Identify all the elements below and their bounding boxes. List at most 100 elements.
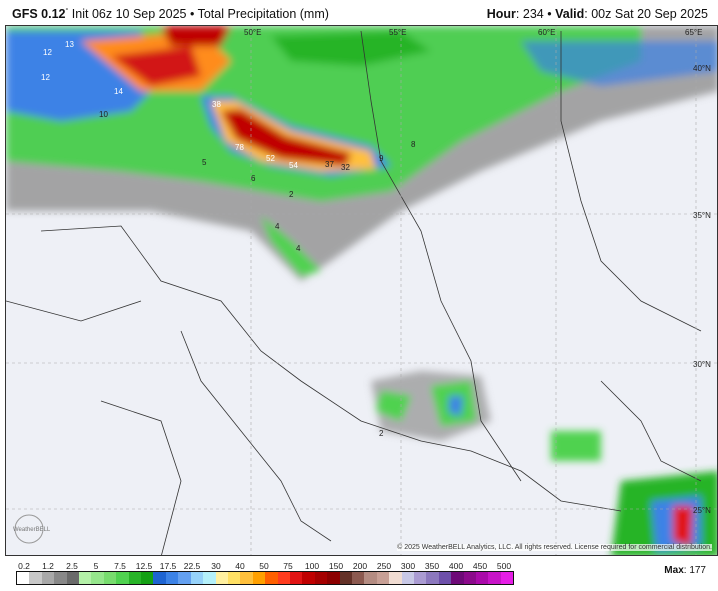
lat-label: 30°N bbox=[693, 360, 711, 369]
value-label: 10 bbox=[99, 110, 108, 119]
legend-swatch bbox=[203, 572, 216, 584]
value-label: 6 bbox=[251, 174, 256, 183]
legend-tick: 200 bbox=[352, 561, 368, 571]
legend-swatch bbox=[302, 572, 315, 584]
hour-value: 234 bbox=[522, 7, 544, 21]
value-label: 54 bbox=[289, 161, 298, 170]
value-label: 4 bbox=[275, 222, 280, 231]
max-label: Max bbox=[664, 565, 684, 576]
lat-label: 25°N bbox=[693, 506, 711, 515]
legend-swatch bbox=[165, 572, 179, 584]
legend-tick: 500 bbox=[496, 561, 512, 571]
legend-swatch bbox=[215, 572, 228, 584]
lon-label: 65°E bbox=[685, 28, 702, 37]
value-labels: 12 13 12 14 10 38 78 52 54 37 32 9 8 5 6… bbox=[41, 40, 416, 438]
legend-tick: 100 bbox=[304, 561, 320, 571]
map-title: GFS 0.12° Init 06z 10 Sep 2025 • Total P… bbox=[12, 7, 329, 21]
product-name: Total Precipitation (mm) bbox=[197, 7, 329, 21]
valid-info: Hour: 234 • Valid: 00z Sat 20 Sep 2025 bbox=[486, 7, 708, 21]
legend-swatch bbox=[240, 572, 253, 584]
degree-mark: ° bbox=[65, 7, 69, 15]
legend-tick: 22.5 bbox=[183, 561, 201, 571]
lon-label: 55°E bbox=[389, 28, 406, 37]
lat-label: 35°N bbox=[693, 211, 711, 220]
legend-swatch bbox=[66, 572, 80, 584]
lon-label: 50°E bbox=[244, 28, 261, 37]
color-legend bbox=[16, 571, 514, 585]
lat-label: 40°N bbox=[693, 64, 711, 73]
legend-tick: 350 bbox=[424, 561, 440, 571]
value-label: 4 bbox=[296, 244, 301, 253]
legend-swatch bbox=[500, 572, 514, 584]
legend-ticks: 0.2 1.2 2.5 5 7.5 12.5 17.5 22.5 30 40 50 75 100 150 2… bbox=[16, 561, 512, 571]
value-label: 8 bbox=[411, 140, 416, 149]
svg-text:WeatherBELL: WeatherBELL bbox=[13, 527, 51, 533]
borders bbox=[6, 30, 702, 555]
hour-label: Hour bbox=[486, 7, 516, 21]
value-label: 12 bbox=[41, 73, 50, 82]
max-value: Max: 177 bbox=[664, 565, 706, 576]
value-label: 9 bbox=[379, 154, 384, 163]
legend-swatch bbox=[488, 572, 501, 584]
legend-swatch bbox=[426, 572, 439, 584]
legend-swatch bbox=[79, 572, 92, 584]
legend-tick: 2.5 bbox=[66, 561, 78, 571]
legend-swatch bbox=[314, 572, 328, 584]
separator: • bbox=[547, 7, 552, 21]
value-label: 37 bbox=[325, 160, 334, 169]
precip-field bbox=[6, 26, 717, 555]
legend-swatch bbox=[116, 572, 129, 584]
grid-labels: 50°E 55°E 60°E 65°E 40°N 35°N 30°N 25°N bbox=[244, 28, 711, 515]
legend-swatch bbox=[190, 572, 204, 584]
valid-label: Valid bbox=[555, 7, 585, 21]
legend-swatch bbox=[327, 572, 340, 584]
legend-swatch bbox=[376, 572, 390, 584]
precipitation-map[interactable]: 50°E 55°E 60°E 65°E 40°N 35°N 30°N 25°N … bbox=[5, 25, 718, 556]
model-name: GFS 0.12 bbox=[12, 7, 66, 21]
value-label: 2 bbox=[289, 190, 294, 199]
legend-swatch bbox=[451, 572, 464, 584]
map-canvas: 50°E 55°E 60°E 65°E 40°N 35°N 30°N 25°N … bbox=[6, 26, 717, 555]
lon-label: 60°E bbox=[538, 28, 555, 37]
legend-tick: 40 bbox=[235, 561, 245, 571]
legend-swatch bbox=[351, 572, 365, 584]
legend-swatch bbox=[153, 572, 166, 584]
legend-swatch bbox=[476, 572, 489, 584]
legend-swatch bbox=[438, 572, 452, 584]
value-label: 78 bbox=[235, 143, 244, 152]
legend-tick: 5 bbox=[93, 561, 99, 571]
value-label: 13 bbox=[65, 40, 74, 49]
value-label: 14 bbox=[114, 87, 123, 96]
legend-swatch bbox=[289, 572, 303, 584]
value-label: 32 bbox=[341, 163, 350, 172]
value-label: 38 bbox=[212, 100, 221, 109]
legend-swatch bbox=[128, 572, 142, 584]
init-time: Init 06z 10 Sep 2025 bbox=[71, 7, 187, 21]
legend-swatch bbox=[265, 572, 278, 584]
legend-swatch bbox=[141, 572, 154, 584]
legend-swatch bbox=[91, 572, 104, 584]
copyright: © 2025 WeatherBELL Analytics, LLC. All r… bbox=[397, 544, 712, 551]
legend-tick: 17.5 bbox=[159, 561, 177, 571]
legend-swatch bbox=[277, 572, 290, 584]
legend-tick: 50 bbox=[259, 561, 269, 571]
legend-tick: 0.2 bbox=[18, 561, 30, 571]
legend-swatch bbox=[41, 572, 55, 584]
legend-swatch bbox=[29, 572, 42, 584]
legend-tick: 7.5 bbox=[114, 561, 126, 571]
legend-tick: 30 bbox=[211, 561, 221, 571]
value-label: 12 bbox=[43, 48, 52, 57]
legend-tick: 250 bbox=[376, 561, 392, 571]
legend-tick: 12.5 bbox=[135, 561, 153, 571]
max-number: 177 bbox=[689, 565, 706, 576]
legend-swatch bbox=[17, 572, 30, 584]
graticule bbox=[6, 26, 717, 555]
legend-swatch bbox=[103, 572, 117, 584]
legend-tick: 75 bbox=[283, 561, 293, 571]
legend-tick: 450 bbox=[472, 561, 488, 571]
legend-swatch bbox=[252, 572, 266, 584]
separator: • bbox=[189, 7, 195, 21]
weatherbell-logo: WeatherBELL bbox=[13, 514, 51, 544]
legend-swatch bbox=[364, 572, 377, 584]
legend-tick: 400 bbox=[448, 561, 464, 571]
